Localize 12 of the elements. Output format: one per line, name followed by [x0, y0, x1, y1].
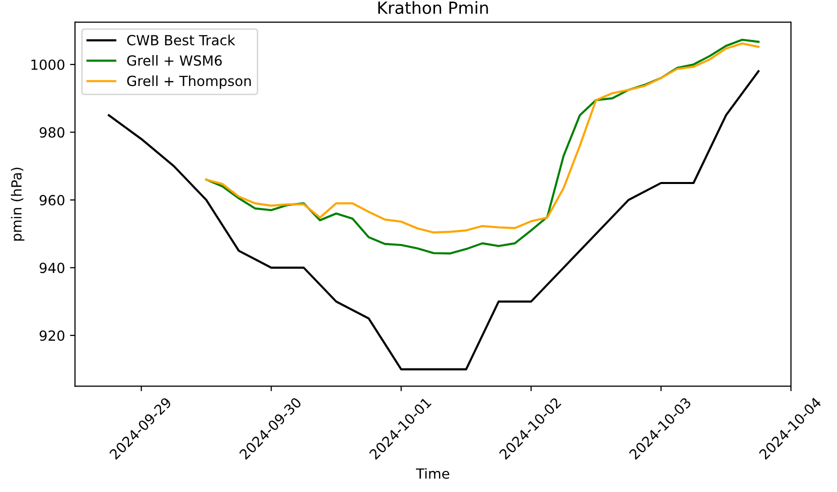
y-tick-label: 940	[40, 262, 64, 274]
y-axis-title: pmin (hPa)	[10, 168, 24, 241]
legend-label: CWB Best Track	[127, 34, 236, 46]
legend-label: Grell + WSM6	[127, 55, 222, 66]
y-tick-label: 980	[40, 127, 64, 138]
y-tick-label: 920	[40, 330, 64, 341]
chart-title: Krathon Pmin	[378, 1, 488, 14]
y-tick-label: 1000	[31, 59, 64, 70]
x-axis-title: Time	[416, 468, 450, 479]
y-tick-label: 960	[40, 194, 64, 206]
legend-label: Grell + Thompson	[127, 75, 251, 89]
line-series	[108, 70, 760, 370]
